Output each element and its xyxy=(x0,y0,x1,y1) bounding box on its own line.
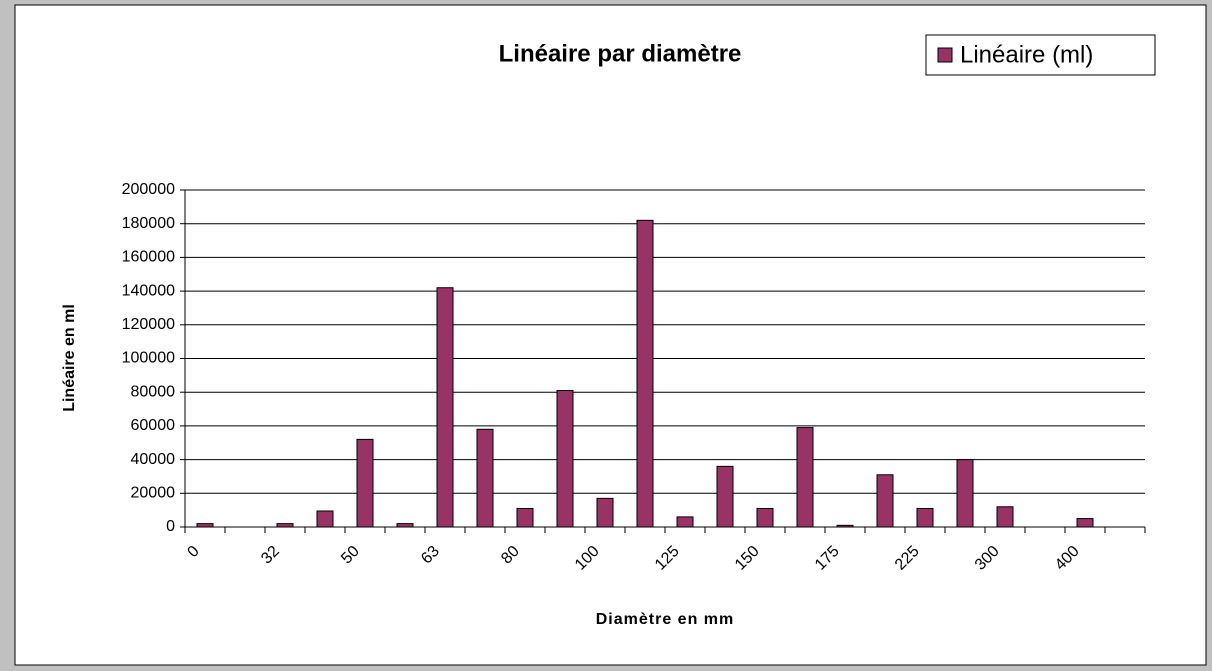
chart-title: Linéaire par diamètre xyxy=(499,40,742,67)
bar xyxy=(716,465,734,528)
y-tick-label: 100000 xyxy=(122,350,175,367)
bar xyxy=(956,459,974,528)
bar xyxy=(396,523,414,528)
x-axis-title: Diamètre en mm xyxy=(596,611,735,628)
bar xyxy=(676,516,694,528)
y-tick-label: 160000 xyxy=(122,249,175,266)
y-tick-label: 60000 xyxy=(131,417,176,434)
y-tick-label: 0 xyxy=(166,518,175,535)
y-tick-label: 120000 xyxy=(122,316,175,333)
y-tick-label: 180000 xyxy=(122,215,175,232)
y-tick-label: 40000 xyxy=(131,451,176,468)
bar xyxy=(916,507,934,528)
legend-label: Linéaire (ml) xyxy=(960,41,1093,68)
y-tick-label: 140000 xyxy=(122,282,175,299)
bar xyxy=(476,428,494,528)
legend-box xyxy=(925,34,1156,76)
bar xyxy=(1076,518,1094,528)
y-tick-label: 80000 xyxy=(131,383,176,400)
chart-area xyxy=(14,4,1207,666)
bar xyxy=(556,390,574,528)
bar xyxy=(636,219,654,528)
bar xyxy=(356,438,374,528)
y-axis-title: Linéaire en ml xyxy=(61,304,78,412)
bar xyxy=(276,523,294,528)
bar xyxy=(316,510,334,528)
bar xyxy=(596,497,614,528)
legend-swatch xyxy=(937,47,953,63)
y-tick-label: 200000 xyxy=(122,181,175,198)
y-tick-label: 20000 xyxy=(131,485,176,502)
bar xyxy=(796,427,814,528)
bar xyxy=(996,506,1014,528)
bar xyxy=(876,474,894,528)
bar xyxy=(436,287,454,528)
bar xyxy=(196,523,214,528)
bar xyxy=(756,507,774,528)
bar xyxy=(516,507,534,528)
